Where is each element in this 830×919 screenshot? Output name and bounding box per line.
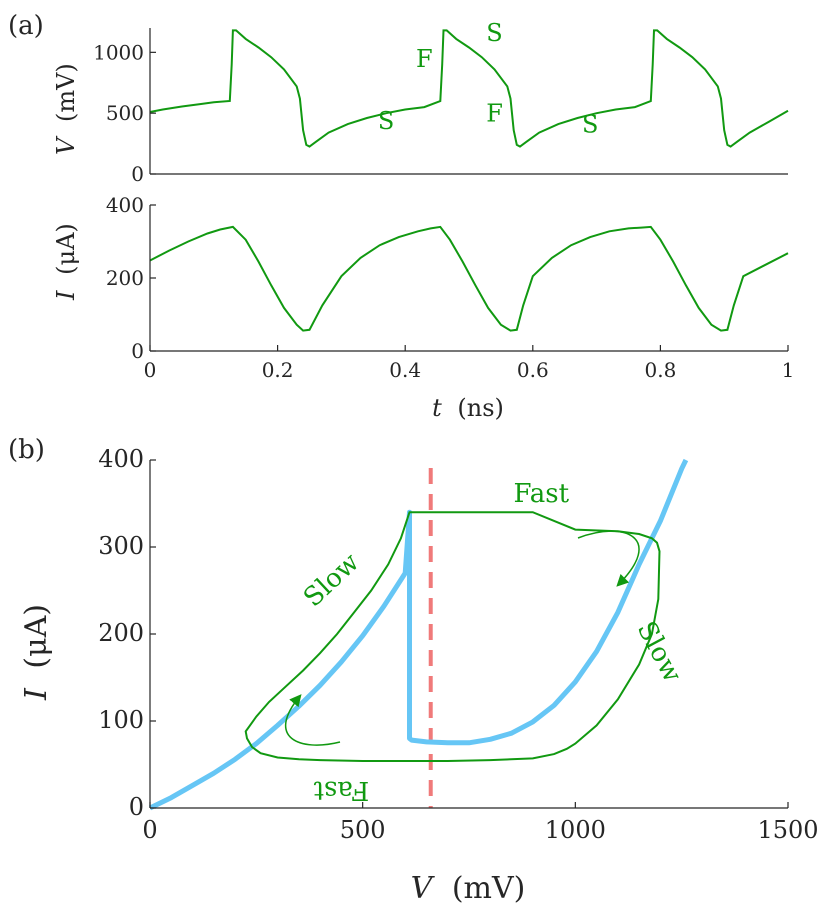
y-tick-label: 200 <box>98 619 144 647</box>
x-tick-label: 1500 <box>757 816 818 844</box>
ylabel-var: V <box>52 135 80 155</box>
xlabel-time: t (ns) <box>432 394 504 422</box>
y-tick-label: 200 <box>106 266 144 290</box>
y-tick-label: 0 <box>131 162 144 186</box>
ylabel-var: I <box>19 687 54 701</box>
plot-current-vs-time: I (μA) t (ns) 0 200 400 0 0.2 0.4 0.6 0.8 1 <box>52 193 794 422</box>
annotation-label: F <box>416 45 433 73</box>
svg-text:I (μA): I (μA) <box>52 223 80 301</box>
series-line-current <box>149 225 789 332</box>
y-tick-label: 100 <box>98 706 144 734</box>
series-line-voltage <box>149 29 789 148</box>
xlabel-unit: (mV) <box>452 871 526 906</box>
x-tick-label: 1000 <box>545 816 606 844</box>
xlabel-unit: (ns) <box>457 394 504 422</box>
svg-text:I (μA): I (μA) <box>19 604 54 701</box>
annotation-label: Fast <box>514 479 570 509</box>
ylabel-current: I (μA) <box>52 223 80 301</box>
xlabel-var: V <box>411 871 436 906</box>
annotation-label: Slow <box>298 547 365 613</box>
x-tick-label: 0.4 <box>389 358 421 382</box>
x-tick-label: 0.8 <box>644 358 676 382</box>
ylabel-unit: (μA) <box>52 223 80 275</box>
panel-label-a: (a) <box>8 11 44 41</box>
y-tick-label: 400 <box>106 193 144 217</box>
x-tick-label: 0.2 <box>262 358 294 382</box>
plot-phase-plane: I (μA) V (mV) 0 100 200 300 400 0 500 1000 1500 F… <box>19 445 819 906</box>
annotation-label: F <box>486 100 503 128</box>
annotation-label: Fast <box>313 775 369 805</box>
xlabel-voltage: V (mV) <box>411 871 526 906</box>
y-tick-label: 1000 <box>93 40 144 64</box>
annotation-label: S <box>378 107 394 135</box>
direction-arrow-lower <box>285 694 341 746</box>
panel-label-b: (b) <box>8 435 45 465</box>
x-tick-label: 0 <box>144 358 157 382</box>
y-tick-label: 0 <box>129 793 144 821</box>
xlabel-var: t <box>432 394 442 422</box>
ylabel-unit: (μA) <box>19 604 54 669</box>
x-tick-label: 0.6 <box>517 358 549 382</box>
ylabel-voltage: V (mV) <box>52 63 80 155</box>
plot-voltage-vs-time: V (mV) 0 500 1000 F S F S S <box>52 19 789 186</box>
annotation-label: S <box>582 111 598 139</box>
y-tick-label: 500 <box>106 101 144 125</box>
direction-arrow-upper <box>577 530 640 587</box>
x-tick-label: 500 <box>340 816 386 844</box>
ylabel-unit: (mV) <box>52 63 80 122</box>
annotation-label: Slow <box>631 617 688 688</box>
y-tick-label: 300 <box>98 532 144 560</box>
ylabel-phase: I (μA) <box>19 604 54 701</box>
svg-text:V (mV): V (mV) <box>52 63 80 155</box>
y-tick-label: 400 <box>98 445 144 473</box>
series-line-limit-cycle <box>244 511 661 762</box>
series-line-nullcline <box>148 458 689 811</box>
y-tick-label: 0 <box>131 339 144 363</box>
x-tick-label: 0 <box>142 816 157 844</box>
annotation-label: S <box>486 19 502 47</box>
ylabel-var: I <box>52 290 80 301</box>
x-tick-label: 1 <box>782 358 795 382</box>
